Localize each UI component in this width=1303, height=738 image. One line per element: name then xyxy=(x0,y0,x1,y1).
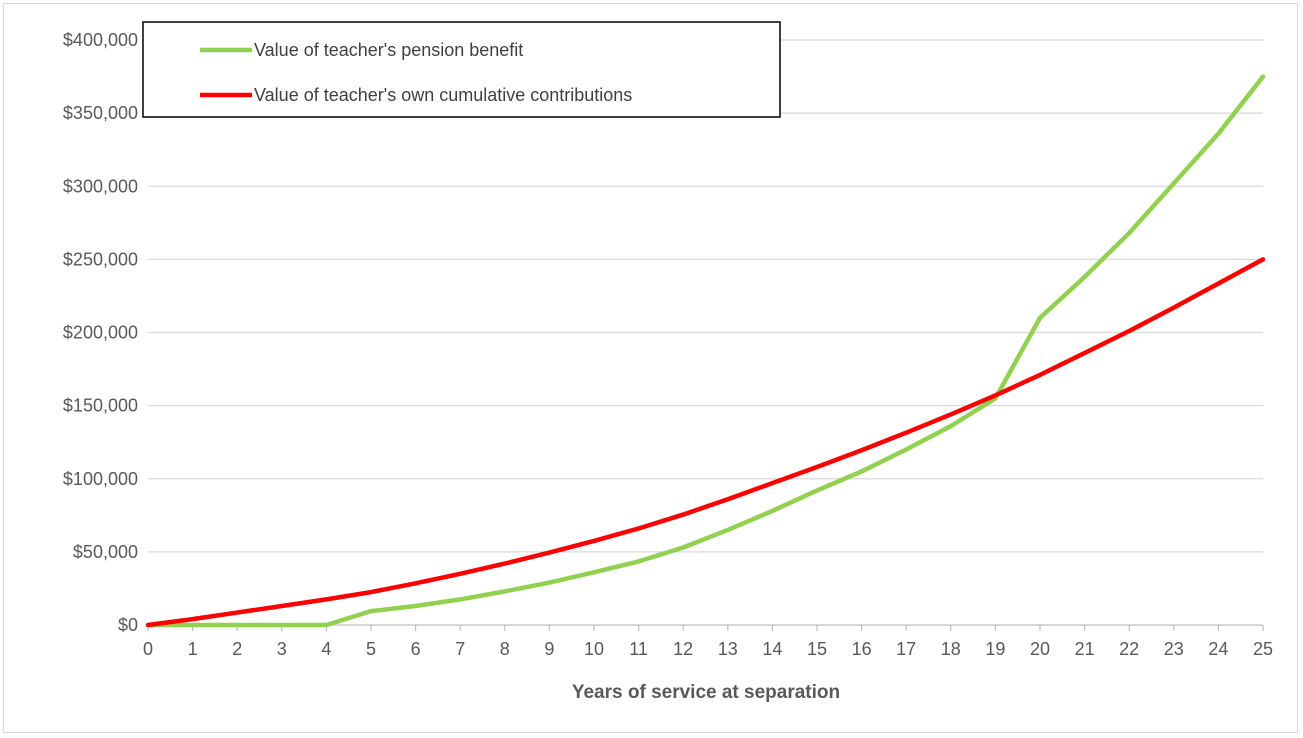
x-tick-label: 16 xyxy=(852,639,872,659)
y-tick-label: $300,000 xyxy=(63,176,138,196)
x-tick-label: 25 xyxy=(1253,639,1273,659)
x-axis-title: Years of service at separation xyxy=(572,682,840,703)
x-tick-label: 15 xyxy=(807,639,827,659)
x-tick-label: 5 xyxy=(366,639,376,659)
y-tick-label: $200,000 xyxy=(63,323,138,343)
x-tick-label: 23 xyxy=(1164,639,1184,659)
y-tick-label: $400,000 xyxy=(63,30,138,50)
series-line-pension-benefit xyxy=(145,74,1266,628)
y-tick-label: $150,000 xyxy=(63,396,138,416)
gridlines xyxy=(148,39,1263,553)
y-tick-label: $0 xyxy=(118,615,138,635)
chart-frame xyxy=(3,3,1298,733)
x-tick-label: 20 xyxy=(1030,639,1050,659)
x-tick-label: 24 xyxy=(1208,639,1228,659)
x-tick-label: 10 xyxy=(584,639,604,659)
x-tick-label: 13 xyxy=(718,639,738,659)
x-tick-label: 6 xyxy=(411,639,421,659)
x-axis-ticks: 0 1 2 3 4 5 6 7 8 9 10 11 12 13 14 15 16 17 18 19 20 21 22 23 24… xyxy=(143,625,1273,659)
series-line-cumulative-contributions xyxy=(145,257,1266,628)
x-tick-label: 7 xyxy=(455,639,465,659)
legend-label-pension: Value of teacher's pension benefit xyxy=(254,40,523,60)
y-tick-label: $350,000 xyxy=(63,103,138,123)
x-tick-label: 3 xyxy=(277,639,287,659)
legend-box xyxy=(142,21,781,118)
x-tick-label: 14 xyxy=(762,639,782,659)
x-tick-label: 8 xyxy=(500,639,510,659)
x-tick-label: 11 xyxy=(629,639,648,659)
x-tick-label: 17 xyxy=(896,639,916,659)
x-tick-label: 1 xyxy=(188,639,198,659)
y-tick-label: $250,000 xyxy=(63,249,138,269)
y-tick-label: $100,000 xyxy=(63,469,138,489)
y-tick-label: $50,000 xyxy=(73,542,138,562)
x-tick-label: 19 xyxy=(985,639,1005,659)
x-tick-label: 0 xyxy=(143,639,153,659)
y-axis: $0 $50,000 $100,000 $150,000 $200,000 $250,00… xyxy=(63,30,138,635)
x-tick-label: 22 xyxy=(1119,639,1139,659)
x-tick-label: 4 xyxy=(321,639,331,659)
x-tick-label: 2 xyxy=(232,639,242,659)
x-tick-label: 21 xyxy=(1075,639,1095,659)
legend-label-contributions: Value of teacher's own cumulative contri… xyxy=(254,85,632,105)
x-tick-label: 12 xyxy=(673,639,693,659)
x-tick-label: 9 xyxy=(544,639,554,659)
x-tick-label: 18 xyxy=(941,639,961,659)
legend: Value of teacher's pension benefit Value… xyxy=(142,21,781,118)
series-lines xyxy=(145,74,1266,628)
